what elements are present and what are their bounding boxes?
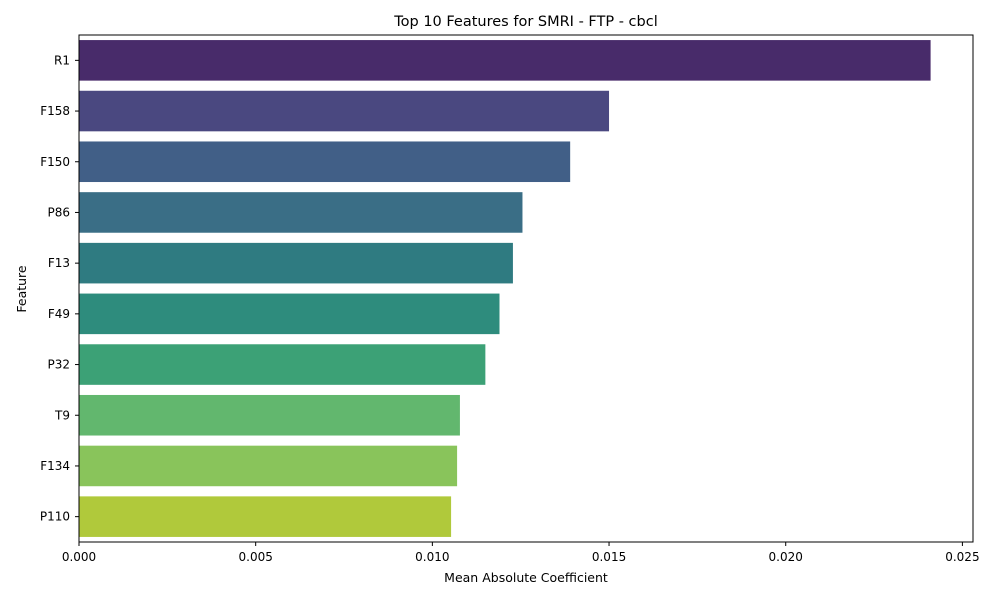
- y-tick-label: F158: [40, 104, 70, 118]
- bar-r1: [79, 40, 931, 81]
- bar-t9: [79, 394, 460, 436]
- x-tick-label: 0.000: [62, 550, 96, 564]
- y-tick-label: P110: [40, 510, 70, 524]
- y-tick-label: P32: [47, 358, 70, 372]
- y-tick-label: P86: [47, 205, 70, 219]
- plot-frame: [78, 34, 974, 543]
- bar-f49: [79, 293, 500, 335]
- chart-title: Top 10 Features for SMRI - FTP - cbcl: [393, 14, 657, 30]
- x-tick-label: 0.020: [769, 550, 803, 564]
- y-tick-label: F150: [40, 155, 70, 169]
- y-tick-label: F13: [48, 256, 70, 270]
- bars-group: [79, 40, 931, 537]
- y-axis-ticks: R1 F158 F150 P86 F13 F49 P32 T9 F134 P110: [40, 53, 79, 524]
- x-axis-label: Mean Absolute Coefficient: [444, 570, 608, 585]
- x-tick-label: 0.025: [945, 550, 979, 564]
- bar-p32: [79, 344, 486, 385]
- x-axis-ticks: 0.000 0.005 0.010 0.015 0.020 0.025: [62, 542, 980, 564]
- y-tick-label: F134: [40, 459, 70, 473]
- bar-f158: [79, 90, 610, 132]
- x-tick-label: 0.015: [592, 550, 626, 564]
- y-tick-label: F49: [48, 307, 70, 321]
- y-tick-label: T9: [54, 408, 70, 422]
- bar-f150: [79, 141, 571, 183]
- x-tick-label: 0.005: [239, 550, 273, 564]
- y-tick-label: R1: [54, 53, 70, 67]
- bar-p110: [79, 496, 452, 537]
- bar-f13: [79, 242, 513, 284]
- y-axis-label: Feature: [14, 265, 29, 313]
- x-tick-label: 0.010: [415, 550, 449, 564]
- bar-p86: [79, 192, 523, 233]
- bar-f134: [79, 445, 458, 487]
